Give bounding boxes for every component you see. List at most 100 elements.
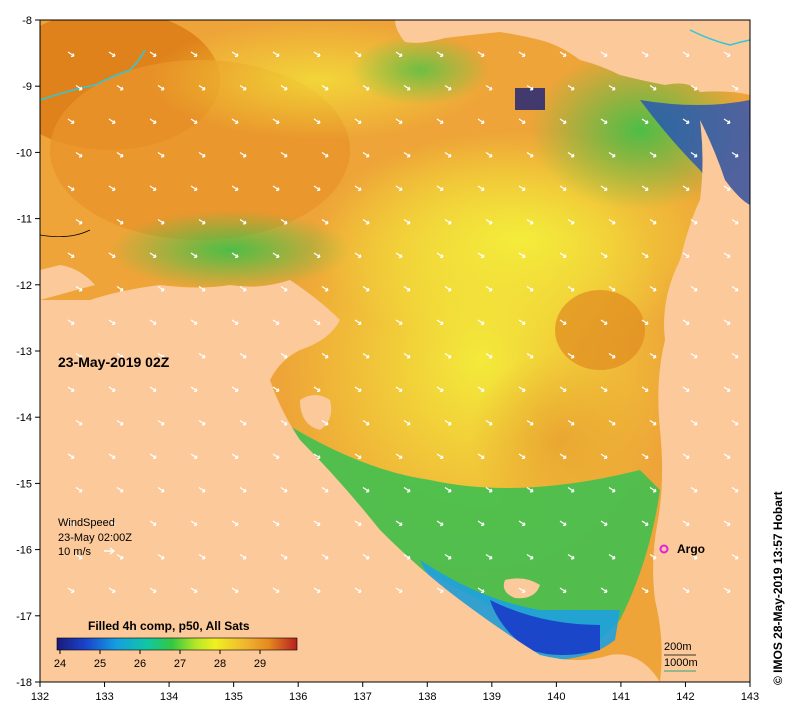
wind-arrow (567, 487, 575, 493)
wind-arrow (395, 319, 403, 326)
wind-arrow (190, 520, 198, 527)
wind-arrow (116, 152, 124, 158)
wind-arrow (641, 587, 649, 594)
wind-arrow (649, 286, 657, 292)
wind-arrow (444, 286, 452, 292)
wind-arrow (313, 118, 321, 125)
wind-arrow (485, 420, 493, 426)
wind-arrow (403, 420, 411, 426)
wind-arrow (518, 587, 526, 594)
wind-arrow (526, 554, 534, 560)
wind-arrow (67, 587, 75, 594)
wind-arrow (231, 252, 239, 259)
wind-arrow (518, 118, 526, 125)
wind-arrow (600, 252, 608, 259)
wind-arrow (231, 51, 239, 58)
wind-arrow (526, 420, 534, 426)
wind-arrow (559, 587, 567, 594)
wind-arrow (559, 520, 567, 527)
x-tick-label: 141 (612, 691, 630, 703)
wind-arrow (559, 118, 567, 125)
wind-arrow (559, 252, 567, 259)
wind-arrow (731, 487, 739, 493)
wind-arrow (75, 420, 83, 426)
wind-arrow (157, 286, 165, 292)
wind-arrow (239, 85, 247, 91)
wind-legend-time: 23-May 02:00Z (58, 532, 132, 544)
wind-arrow (239, 353, 247, 359)
wind-arrow (198, 286, 206, 292)
wind-arrow (321, 85, 329, 91)
wind-arrow (731, 286, 739, 292)
wind-arrow (403, 219, 411, 225)
wind-arrow (321, 353, 329, 359)
wind-legend-title: WindSpeed (58, 517, 115, 529)
wind-arrow (239, 286, 247, 292)
argo-label: Argo (677, 542, 705, 556)
wind-arrow (608, 286, 616, 292)
wind-arrow (157, 554, 165, 560)
wind-arrow (108, 118, 116, 125)
wind-arrow (485, 219, 493, 225)
wind-arrow (67, 118, 75, 125)
wind-arrow (477, 386, 485, 393)
wind-arrow (239, 420, 247, 426)
wind-arrow (559, 51, 567, 58)
sea-green-west (110, 210, 350, 290)
wind-arrow (600, 118, 608, 125)
wind-arrow (231, 185, 239, 192)
wind-arrow (649, 487, 657, 493)
wind-arrow (239, 487, 247, 493)
wind-arrow (690, 554, 698, 560)
wind-arrow (362, 487, 370, 493)
wind-arrow (444, 487, 452, 493)
wind-arrow (690, 420, 698, 426)
wind-arrow (67, 252, 75, 259)
wind-arrow (403, 85, 411, 91)
wind-arrow (354, 386, 362, 393)
wind-arrow (723, 520, 731, 527)
wind-arrow (682, 185, 690, 192)
imos-credit: © IMOS 28-May-2019 13:57 Hobart (771, 491, 785, 685)
wind-arrow (641, 520, 649, 527)
wind-arrow (600, 51, 608, 58)
wind-arrow (116, 286, 124, 292)
y-tick-label: -13 (16, 346, 32, 358)
wind-arrow (362, 286, 370, 292)
y-tick-label: -15 (16, 478, 32, 490)
wind-arrow (231, 520, 239, 527)
wind-arrow (280, 152, 288, 158)
y-tick-label: -14 (16, 412, 32, 424)
wind-arrow (608, 152, 616, 158)
wind-arrow (567, 353, 575, 359)
wind-arrow (362, 420, 370, 426)
wind-arrow (354, 453, 362, 460)
wind-arrow (313, 185, 321, 192)
wind-arrow (272, 453, 280, 460)
wind-arrow (436, 587, 444, 594)
wind-arrow (444, 219, 452, 225)
colorbar-label: 26 (134, 658, 146, 670)
wind-arrow (272, 319, 280, 326)
wind-arrow (649, 219, 657, 225)
wind-arrow (75, 85, 83, 91)
land-north-coast (395, 20, 750, 95)
wind-arrow (239, 219, 247, 225)
wind-arrow (649, 85, 657, 91)
wind-arrow (149, 252, 157, 259)
wind-arrow (690, 353, 698, 359)
wind-arrow (641, 453, 649, 460)
wind-arrow (354, 252, 362, 259)
wind-arrow (75, 487, 83, 493)
wind-arrow (731, 152, 739, 158)
wind-arrow (149, 319, 157, 326)
wind-arrow (403, 554, 411, 560)
wind-arrow (518, 520, 526, 527)
x-tick-label: 142 (676, 691, 694, 703)
wind-arrow (600, 386, 608, 393)
wind-arrow (313, 252, 321, 259)
wind-arrow (477, 520, 485, 527)
argo-marker[interactable]: Argo (659, 542, 706, 556)
wind-arrow (354, 520, 362, 527)
